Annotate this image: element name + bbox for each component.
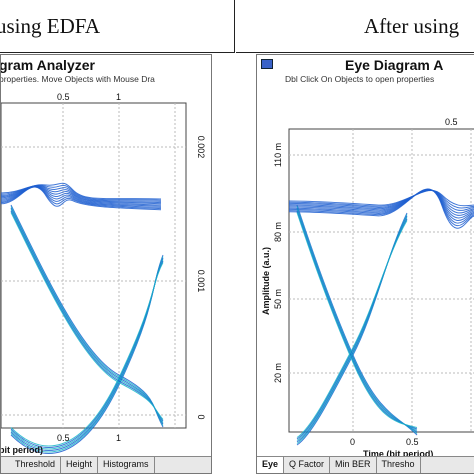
right-y-axis-label: Amplitude (a.u.)	[261, 247, 271, 315]
left-bottom-tick: 0.5	[57, 433, 70, 443]
tab-height[interactable]: Height	[61, 457, 99, 473]
right-x-axis-label: Time (bit period)	[363, 449, 433, 459]
left-x-axis-label: bit period)	[1, 445, 43, 455]
left-rising-trace	[10, 262, 164, 447]
left-window-hint: properties. Move Objects with Mouse Dra	[0, 74, 155, 84]
right-top-tick: 0.5	[445, 117, 458, 127]
left-eye-plot[interactable]: 0.5 1 0.5 1 0.002 0.001 0 bit period)	[1, 55, 211, 474]
left-right-tick: 0.002	[196, 136, 206, 159]
right-window-hint: Dbl Click On Objects to open properties	[285, 74, 435, 84]
left-column-header: using EDFA	[0, 0, 235, 53]
left-eye-analyzer-window: gram Analyzer properties. Move Objects w…	[0, 54, 212, 474]
left-falling-trace	[10, 212, 164, 420]
window-system-icon[interactable]	[261, 59, 273, 69]
right-column-title: After using	[364, 13, 460, 38]
right-falling-trace	[296, 212, 418, 428]
left-right-tick: 0	[196, 414, 206, 419]
left-top-tick: 0.5	[57, 92, 70, 102]
tab-q-factor[interactable]: Q Factor	[284, 457, 331, 473]
left-tab-bar: Threshold Height Histograms	[1, 456, 211, 473]
left-high-trace	[1, 186, 162, 211]
right-left-tick: 110 m	[273, 143, 283, 167]
right-rising-trace	[296, 220, 408, 438]
right-tab-bar: Eye Q Factor Min BER Thresho	[257, 456, 474, 473]
right-left-tick: 50 m	[273, 289, 283, 309]
right-column-header: After using	[236, 0, 474, 53]
tab-min-ber[interactable]: Min BER	[330, 457, 377, 473]
left-bottom-tick: 1	[116, 433, 121, 443]
left-column-title: using EDFA	[0, 13, 101, 38]
tab-eye[interactable]: Eye	[257, 457, 285, 473]
tab-threshold[interactable]: Threshold	[1, 457, 62, 473]
left-window-title: gram Analyzer	[0, 57, 95, 73]
right-eye-traces	[288, 188, 474, 471]
left-plot-frame	[1, 102, 187, 429]
right-bottom-tick: 0.5	[406, 437, 419, 447]
tab-threshold-right[interactable]: Thresho	[377, 457, 421, 473]
left-top-tick: 1	[116, 92, 121, 102]
tab-histograms[interactable]: Histograms	[98, 457, 155, 473]
right-left-tick: 20 m	[273, 363, 283, 383]
right-high-trace	[288, 188, 474, 229]
right-bottom-tick: 0	[350, 437, 355, 447]
left-right-tick: 0.001	[196, 270, 206, 293]
left-eye-traces	[1, 182, 187, 469]
right-eye-plot[interactable]: 0.5 0 0.5 110 m 80 m 50 m 20 m Amplitude…	[257, 55, 474, 474]
right-eye-analyzer-window: Eye Diagram A Dbl Click On Objects to op…	[256, 54, 474, 474]
right-left-tick: 80 m	[273, 222, 283, 242]
right-window-title: Eye Diagram A	[345, 57, 444, 73]
